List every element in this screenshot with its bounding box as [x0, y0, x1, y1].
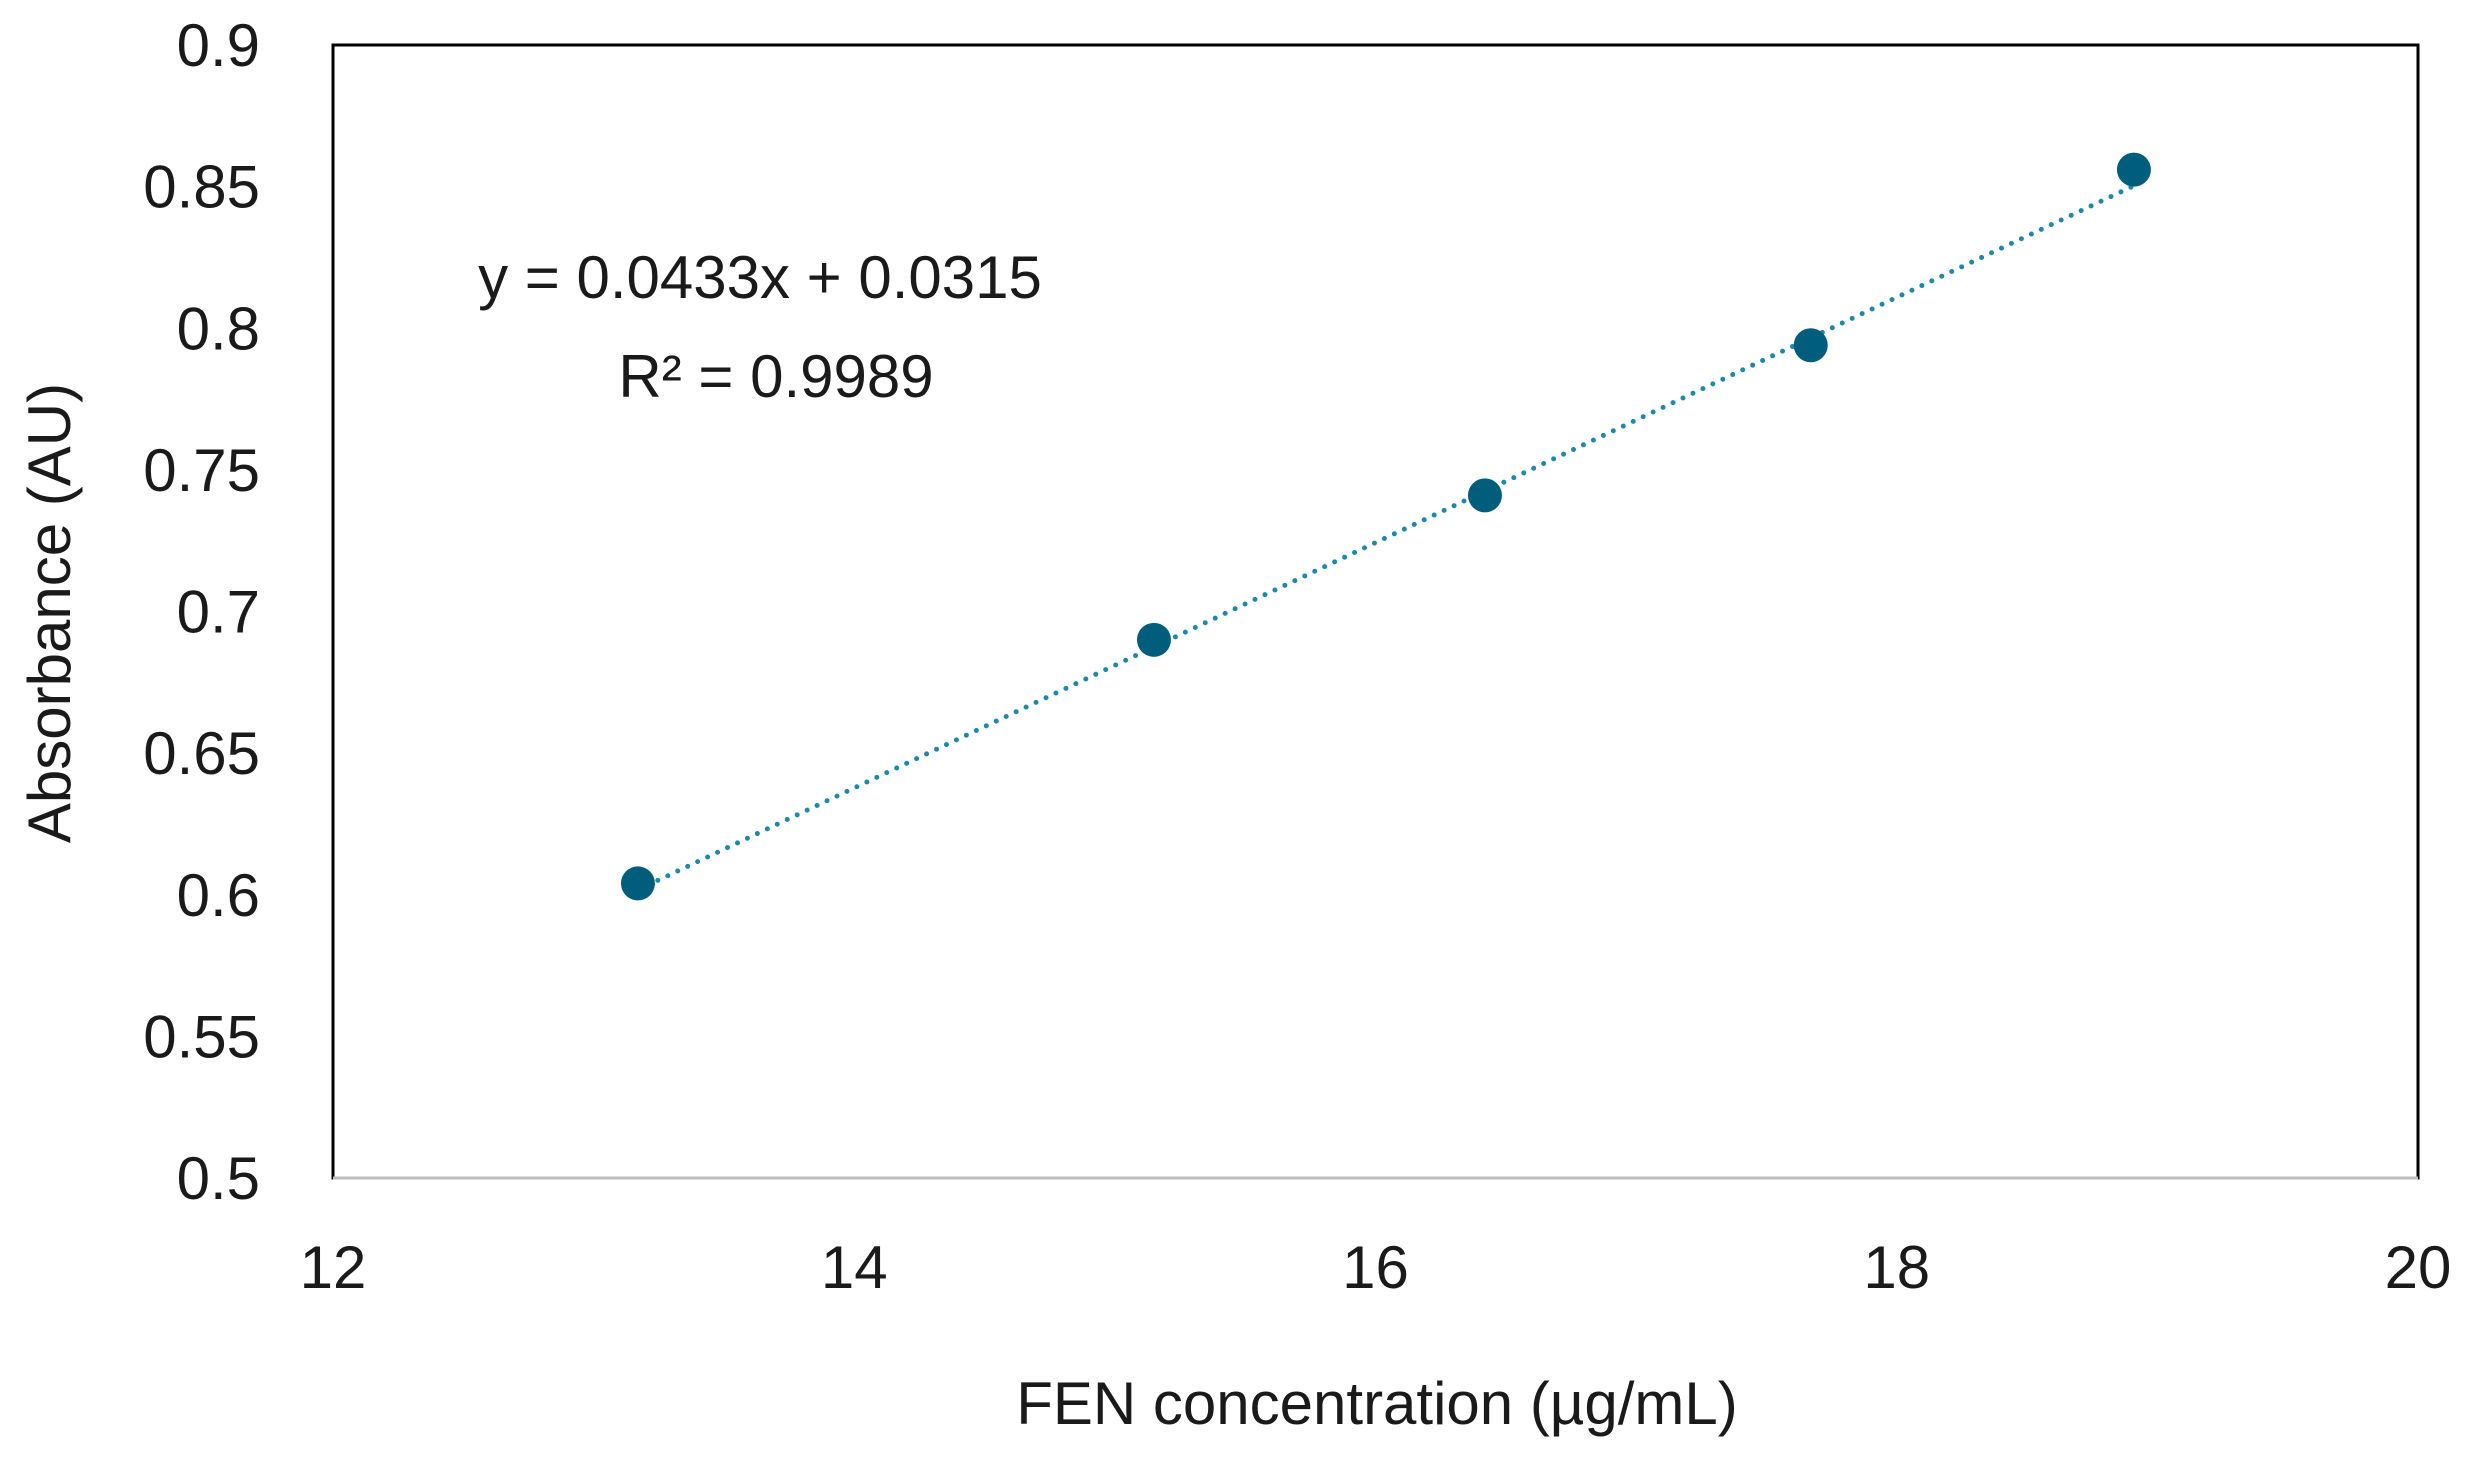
data-point — [620, 866, 655, 901]
y-tick-label: 0.9 — [177, 12, 260, 79]
trendline-equation: y = 0.0433x + 0.0315 — [478, 244, 1042, 311]
plot-area — [331, 43, 2420, 1180]
data-point — [1793, 328, 1828, 363]
x-tick-label: 18 — [1863, 1234, 1930, 1301]
x-tick-label: 16 — [1342, 1234, 1409, 1301]
x-axis-title: FEN concentration (µg/mL) — [1016, 1370, 1738, 1437]
trendline — [635, 183, 2137, 893]
r-squared-label: R² = 0.9989 — [618, 343, 933, 410]
plot-border — [331, 43, 2420, 1180]
y-tick-label: 0.85 — [143, 154, 260, 221]
data-point — [2116, 152, 2151, 187]
data-point — [1136, 622, 1171, 657]
y-tick-label: 0.5 — [177, 1145, 260, 1212]
tick-labels: 0.5 0.55 0.6 0.65 0.7 0.75 0.8 0.85 0.9 12 14 16 18 2… — [143, 12, 2451, 1301]
x-tick-label: 20 — [2385, 1234, 2452, 1301]
x-tick-label: 12 — [300, 1234, 367, 1301]
data-point — [1467, 478, 1502, 513]
y-axis-title: Absorbance (AU) — [16, 383, 83, 843]
y-tick-label: 0.75 — [143, 437, 260, 504]
y-tick-label: 0.8 — [177, 295, 260, 362]
trendline-layer — [635, 183, 2137, 893]
y-tick-label: 0.6 — [177, 862, 260, 929]
y-tick-label: 0.7 — [177, 579, 260, 646]
y-tick-label: 0.55 — [143, 1003, 260, 1070]
x-tick-label: 14 — [821, 1234, 888, 1301]
data-points — [620, 152, 2151, 901]
y-tick-label: 0.65 — [143, 720, 260, 787]
